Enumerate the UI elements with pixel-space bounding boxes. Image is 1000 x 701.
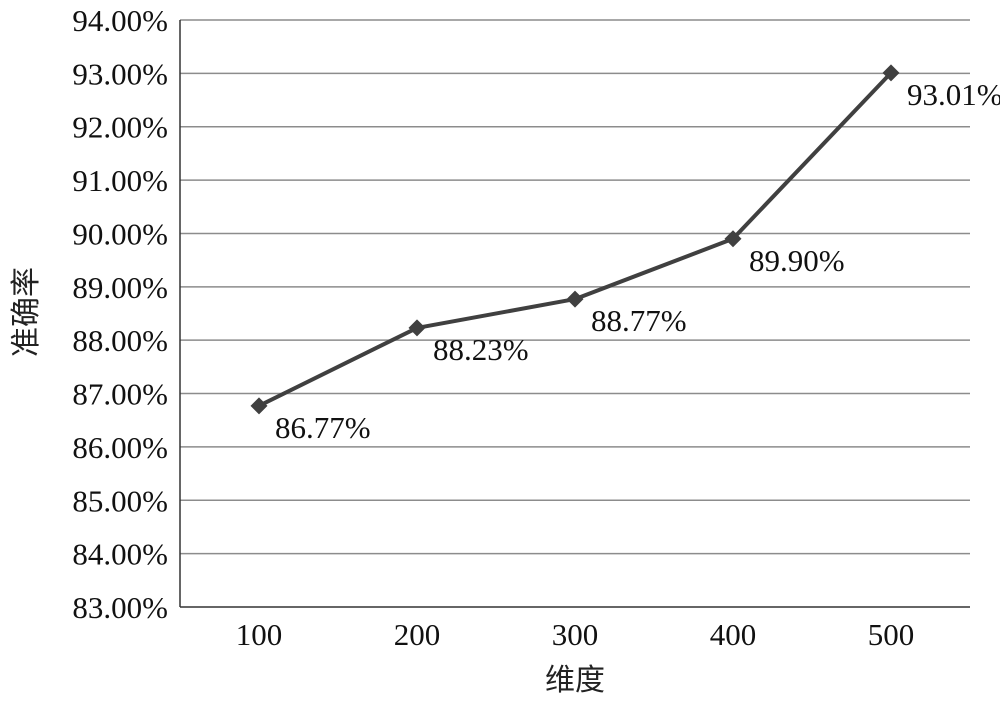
y-tick-label: 84.00% [72, 537, 168, 572]
series-line [258, 71, 893, 408]
y-tick-label: 87.00% [72, 377, 168, 412]
y-tick-label: 88.00% [72, 323, 168, 358]
x-tick-label: 400 [710, 617, 757, 652]
axes [179, 20, 970, 608]
data-point-marker [724, 230, 742, 248]
x-tick-labels: 100 200 300 400 500 [236, 617, 915, 652]
y-tick-label: 93.00% [72, 56, 168, 91]
y-tick-label: 94.00% [72, 3, 168, 38]
x-tick-label: 100 [236, 617, 283, 652]
y-tick-label: 90.00% [72, 216, 168, 251]
data-label: 88.77% [591, 303, 687, 338]
y-tick-label: 89.00% [72, 270, 168, 305]
y-tick-labels: 83.00% 84.00% 85.00% 86.00% 87.00% 88.00% 89.0… [72, 3, 168, 625]
x-axis-title: 维度 [545, 663, 605, 698]
y-tick-label: 91.00% [72, 163, 168, 198]
x-tick-label: 300 [552, 617, 599, 652]
data-point-marker [250, 397, 268, 415]
data-label: 88.23% [433, 332, 529, 367]
data-point-marker [882, 64, 900, 82]
data-label: 93.01% [907, 77, 1000, 112]
y-tick-label: 83.00% [72, 590, 168, 625]
series-layer [250, 64, 900, 415]
y-tick-label: 92.00% [72, 110, 168, 145]
y-axis-title: 准确率 [9, 267, 44, 357]
y-tick-label: 85.00% [72, 483, 168, 518]
data-label: 89.90% [749, 243, 845, 278]
data-point-marker [408, 319, 426, 337]
data-labels: 86.77% 88.23% 88.77% 89.90% 93.01% [275, 77, 1000, 445]
gridlines [180, 19, 970, 555]
y-tick-label: 86.00% [72, 430, 168, 465]
data-point-marker [566, 290, 584, 308]
x-tick-label: 200 [394, 617, 441, 652]
data-label: 86.77% [275, 410, 371, 445]
x-tick-label: 500 [868, 617, 915, 652]
